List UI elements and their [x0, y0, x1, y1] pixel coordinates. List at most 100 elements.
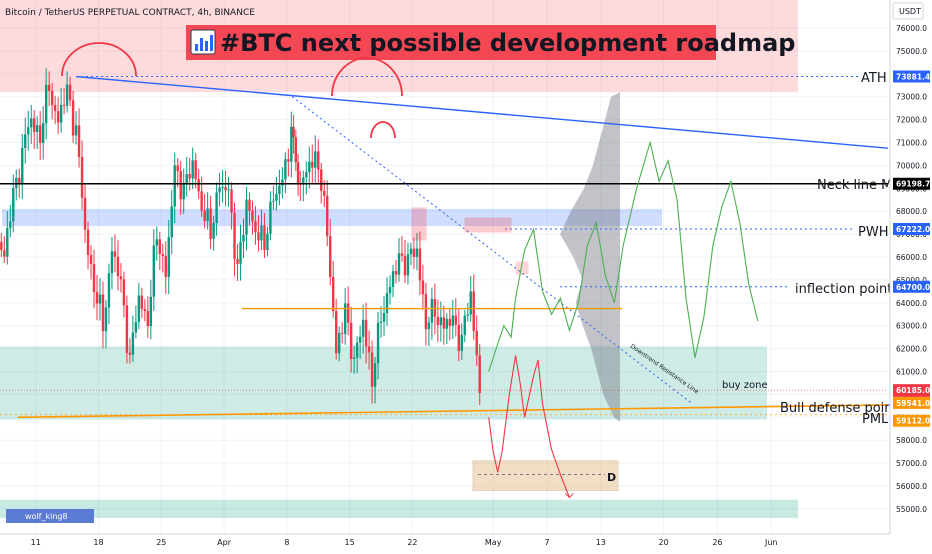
candle-body: [33, 118, 36, 132]
candle-body: [436, 316, 440, 325]
candle-body: [59, 104, 63, 123]
candle-body: [323, 190, 326, 196]
candle-body: [245, 199, 248, 235]
candle-body: [269, 201, 272, 234]
currency-label: USDT: [899, 7, 921, 16]
candle-body: [24, 134, 27, 149]
price-tick: 57000.0: [896, 459, 927, 468]
candle-body: [65, 84, 69, 106]
price-tick: 73000.0: [896, 93, 927, 102]
price-tag-text: 67222.0: [896, 225, 930, 234]
candle-body: [469, 291, 472, 315]
candle-body: [430, 298, 434, 323]
price-tick: 65000.0: [896, 276, 927, 285]
candle-body: [251, 210, 254, 222]
time-tick: 8: [284, 538, 289, 547]
candle-body: [194, 160, 197, 180]
candle-body: [343, 303, 347, 334]
candle-body: [176, 165, 179, 172]
candle-body: [35, 125, 39, 132]
candle-body: [86, 229, 90, 255]
price-tick: 61000.0: [896, 368, 927, 377]
price-tag-text: 73881.4: [896, 73, 930, 82]
candle-body: [215, 192, 218, 223]
chart-emoji-icon: [190, 29, 216, 55]
candle-body: [448, 318, 452, 326]
candle-body: [263, 225, 266, 251]
symbol-header: Bitcoin / TetherUS PERPETUAL CONTRACT, 4…: [5, 8, 255, 18]
candle-body: [173, 165, 176, 207]
price-tick: 56000.0: [896, 482, 927, 491]
candle-body: [367, 346, 371, 353]
candle-body: [143, 309, 147, 311]
candle-body: [257, 232, 260, 241]
candle-body: [373, 363, 377, 387]
author-tag: [6, 509, 94, 523]
candle-body: [122, 279, 126, 306]
candle-body: [239, 241, 242, 264]
price-tag: [893, 414, 930, 427]
time-tick: Apr: [217, 538, 232, 547]
volume-profile: [560, 92, 620, 422]
candle-body: [406, 254, 410, 276]
price-tick: 64000.0: [896, 299, 927, 308]
level-label: inflection point: [795, 282, 892, 297]
candle-body: [191, 160, 194, 179]
time-tick: 20: [659, 538, 669, 547]
currency-badge[interactable]: [892, 2, 924, 20]
target-d-zone: [472, 460, 619, 492]
time-tick: 25: [156, 538, 166, 547]
candle-body: [463, 315, 466, 335]
time-tick: 13: [596, 538, 606, 547]
candle-body: [320, 169, 323, 191]
candle-body: [230, 189, 233, 213]
candle-body: [460, 334, 463, 351]
candle-body: [71, 100, 75, 136]
candle-body: [74, 125, 78, 136]
candle-body: [41, 123, 45, 143]
level-label: PML: [862, 412, 889, 427]
bear-projection-path: [488, 355, 570, 498]
candle-body: [281, 179, 284, 186]
candle-body: [27, 127, 30, 135]
candle-body: [275, 193, 278, 201]
candle-body: [376, 322, 380, 364]
candle-body: [403, 255, 407, 276]
price-tick: 71000.0: [896, 139, 927, 148]
candle-body: [110, 251, 114, 274]
candle-body: [379, 321, 383, 323]
time-tick: Jun: [764, 538, 778, 547]
buy-zone: [0, 346, 767, 420]
candle-body: [101, 294, 105, 332]
candle-body: [50, 91, 54, 106]
candle-body: [294, 137, 298, 163]
candle-body: [6, 228, 9, 257]
price-tag: [893, 223, 930, 236]
price-tick: 63000.0: [896, 322, 927, 331]
candle-body: [457, 324, 460, 351]
pwh-zone: [2, 208, 662, 227]
candle-body: [83, 197, 87, 230]
bull-defense-line: [17, 404, 889, 419]
candle-body: [290, 126, 293, 162]
price-tick: 55000.0: [896, 505, 927, 514]
candle-body: [185, 174, 188, 184]
price-tag: [893, 396, 930, 409]
candle-body: [212, 222, 215, 239]
price-tag-text: 64700.0: [896, 283, 930, 292]
candle-body: [149, 296, 153, 327]
candle-body: [179, 171, 182, 200]
candle-body: [352, 357, 356, 359]
candle-body: [260, 225, 263, 241]
candle-body: [442, 317, 446, 329]
candle-body: [21, 148, 24, 185]
candle-body: [233, 212, 236, 259]
price-tick: 66000.0: [896, 253, 927, 262]
candle-body: [209, 208, 212, 239]
candle-body: [53, 105, 57, 112]
price-tick: 70000.0: [896, 161, 927, 170]
price-axis-bg: [890, 0, 932, 550]
candle-body: [308, 161, 311, 173]
